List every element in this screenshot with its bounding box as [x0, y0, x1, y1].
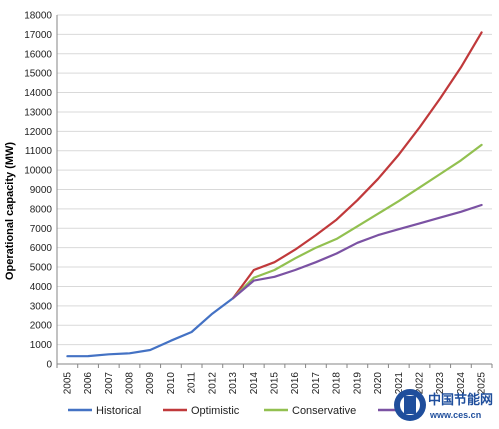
x-tick-label: 2005 [62, 372, 73, 395]
x-tick-label: 2023 [435, 372, 446, 395]
y-tick-label: 3000 [30, 301, 53, 312]
y-tick-label: 2000 [30, 321, 53, 332]
watermark-logo-mark [404, 396, 416, 414]
x-tick-label: 2018 [332, 372, 343, 395]
x-tick-label: 2006 [83, 372, 94, 395]
y-tick-label: 11000 [25, 146, 53, 157]
y-tick-label: 18000 [24, 11, 52, 22]
y-tick-label: 17000 [24, 30, 52, 41]
y-tick-label: 12000 [24, 127, 52, 138]
x-tick-label: 2014 [249, 372, 260, 395]
y-tick-label: 16000 [24, 49, 52, 60]
y-tick-label: 4000 [30, 282, 53, 293]
legend: Historical Optimistic Conservative [68, 405, 402, 417]
legend-label: Optimistic [191, 405, 240, 417]
y-tick-label: 13000 [24, 107, 52, 118]
y-tick-label: 7000 [30, 224, 53, 235]
series-line-unlabeled [232, 203, 483, 300]
x-tick-label: 2024 [456, 372, 467, 395]
watermark-url: www.ces.cn [429, 410, 481, 420]
x-tick-label: 2022 [415, 372, 426, 395]
watermark-logo-text: 中国节能网 [428, 392, 493, 407]
x-tick-label: 2016 [290, 372, 301, 395]
y-tick-label: 15000 [24, 69, 52, 80]
y-axis-title: Operational capacity (MW) [4, 142, 16, 280]
y-tick-label: 1000 [30, 340, 53, 351]
x-tick-label: 2013 [228, 372, 239, 395]
series-line-optimistic [232, 31, 483, 300]
x-tick-label: 2012 [207, 372, 218, 395]
series-line-conservative [232, 143, 483, 300]
x-tick-label: 2009 [145, 372, 156, 395]
series-layer [66, 31, 483, 358]
x-tick-label: 2015 [270, 372, 281, 395]
x-tick-label: 2017 [311, 372, 322, 395]
x-tick-label: 2008 [125, 372, 136, 395]
y-tick-label: 0 [46, 360, 52, 371]
x-tick-label: 2020 [373, 372, 384, 395]
axis-layer: 0 1000 2000 3000 4000 5000 6000 7000 8000 9000 100… [24, 11, 493, 395]
y-tick-label: 6000 [30, 243, 53, 254]
x-tick-label: 2025 [477, 372, 488, 395]
x-tick-label: 2011 [187, 372, 198, 394]
x-tick-label: 2010 [166, 372, 177, 395]
y-tick-label: 8000 [30, 204, 53, 215]
y-tick-label: 10000 [24, 166, 52, 177]
legend-label: Historical [96, 405, 141, 417]
y-tick-label: 9000 [30, 185, 53, 196]
series-line-historical [66, 297, 235, 358]
y-tick-label: 5000 [30, 263, 53, 274]
legend-label: Conservative [292, 405, 356, 417]
x-tick-label: 2021 [394, 372, 405, 395]
y-tick-label: 14000 [24, 88, 52, 99]
watermark: 中国节能网 www.ces.cn [394, 389, 493, 421]
x-tick-label: 2019 [352, 372, 363, 395]
grid-layer [57, 14, 492, 365]
x-tick-label: 2007 [104, 372, 115, 395]
